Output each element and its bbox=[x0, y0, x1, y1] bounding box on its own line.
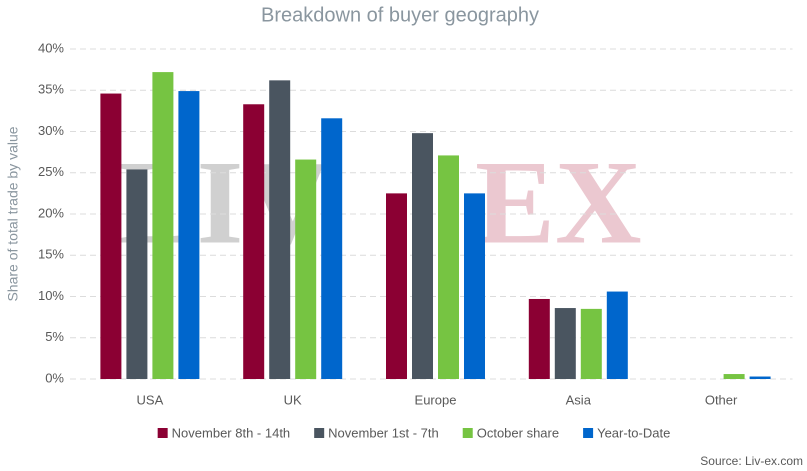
legend-swatch bbox=[314, 428, 325, 438]
chart-title: Breakdown of buyer geography bbox=[261, 4, 539, 26]
y-tick-label: 30% bbox=[38, 123, 64, 138]
y-tick-label: 5% bbox=[45, 329, 64, 344]
legend-swatch bbox=[462, 428, 473, 438]
x-tick-label: Europe bbox=[415, 392, 457, 407]
bar bbox=[412, 133, 433, 379]
legend-label: October share bbox=[477, 425, 559, 440]
bar bbox=[606, 291, 628, 379]
x-tick-label: UK bbox=[284, 392, 302, 407]
watermark: EX bbox=[475, 136, 642, 269]
y-tick-label: 35% bbox=[38, 82, 64, 97]
source: Source: Liv-ex.com bbox=[700, 454, 803, 468]
x-tick-label: Asia bbox=[566, 392, 592, 407]
y-tick-label: 0% bbox=[45, 370, 64, 385]
y-tick-label: 20% bbox=[38, 205, 64, 220]
y-tick-label: 15% bbox=[38, 247, 64, 262]
y-tick-label: 40% bbox=[38, 40, 64, 55]
bar bbox=[554, 308, 576, 379]
y-tick-label: 10% bbox=[38, 288, 64, 303]
legend-label: November 8th - 14th bbox=[172, 425, 291, 440]
bar bbox=[269, 80, 291, 379]
legend-swatch bbox=[157, 428, 168, 438]
legend-label: Year-to-Date bbox=[597, 425, 670, 440]
x-tick-label: Other bbox=[705, 392, 738, 407]
bar bbox=[438, 155, 459, 379]
bar bbox=[749, 376, 771, 379]
bar bbox=[386, 193, 407, 379]
bar bbox=[464, 193, 485, 379]
legend-label: November 1st - 7th bbox=[328, 425, 439, 440]
watermark: LIV bbox=[117, 136, 330, 269]
bar bbox=[100, 93, 122, 380]
bar bbox=[723, 374, 745, 379]
bar bbox=[152, 72, 174, 379]
bar bbox=[580, 308, 602, 379]
y-axis-label: Share of total trade by value bbox=[5, 126, 21, 301]
bar bbox=[178, 91, 200, 379]
legend-swatch bbox=[583, 428, 594, 438]
bar bbox=[243, 104, 265, 380]
x-tick-label: USA bbox=[137, 392, 164, 407]
bar bbox=[295, 159, 317, 379]
y-tick-label: 25% bbox=[38, 164, 64, 179]
bar bbox=[528, 298, 550, 379]
bar bbox=[126, 169, 148, 379]
bar bbox=[321, 118, 343, 380]
